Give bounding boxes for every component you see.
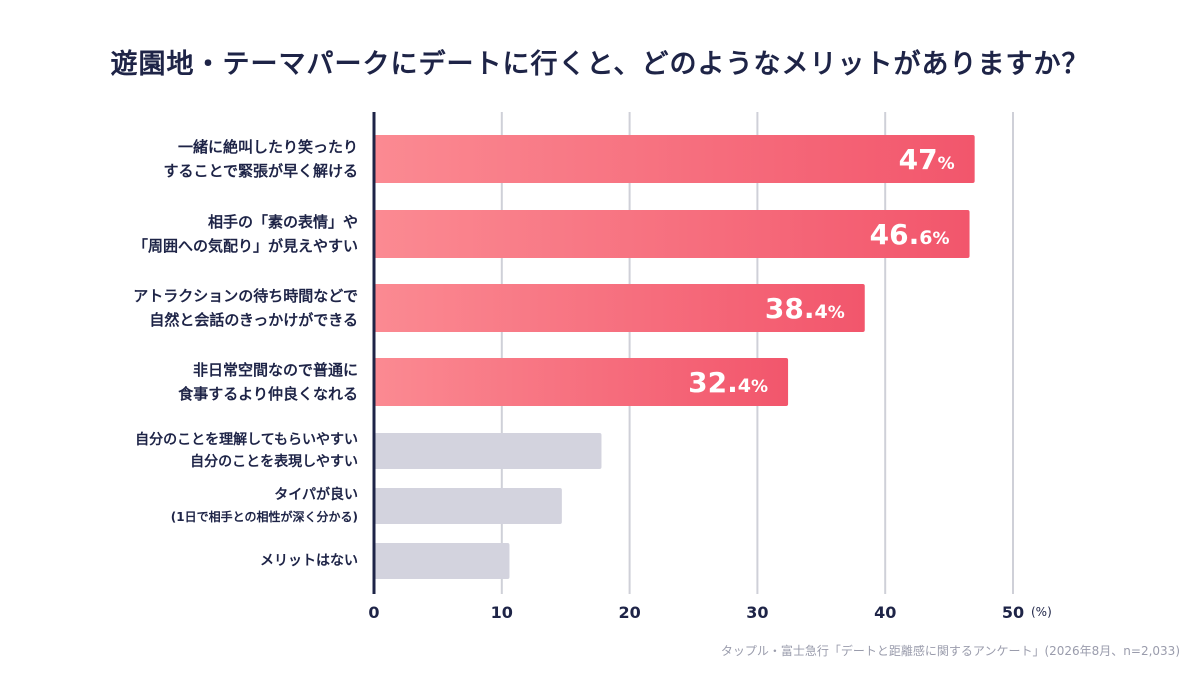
category-label: 相手の「素の表情」や「周囲への気配り」が見えやすい [58, 206, 358, 262]
bar [374, 358, 789, 406]
x-tick-label: 30 [746, 603, 768, 622]
category-label: アトラクションの待ち時間などで自然と会話のきっかけができる [58, 280, 358, 336]
data-label: 47% [899, 143, 955, 176]
x-unit-label: (%) [1031, 605, 1052, 619]
data-label: 32.4% [688, 366, 768, 399]
source-note: タップル・富士急行「デートと距離感に関するアンケート」(2026年8月、n=2,… [720, 644, 1180, 658]
category-label-line: 自分のことを表現しやすい [190, 454, 358, 470]
x-tick-label: 40 [874, 603, 896, 622]
category-label-line: 相手の「素の表情」や [207, 213, 358, 231]
gridlines [500, 112, 1014, 594]
category-label-line: することで緊張が早く解ける [163, 162, 358, 180]
x-tick-label: 10 [491, 603, 513, 622]
x-tick-label: 0 [368, 603, 379, 622]
bar [374, 543, 510, 579]
x-tick-label: 20 [618, 603, 640, 622]
category-label-line: 自分のことを理解してもらいやすい [135, 432, 358, 448]
category-label-line: タイパが良い [274, 487, 358, 503]
x-tick-labels: 0 10 20 30 40 50 (%) [368, 603, 1051, 622]
bar [374, 433, 602, 469]
category-label-line: 「周囲への気配り」が見えやすい [132, 237, 358, 255]
category-label-line: 自然と会話のきっかけができる [149, 311, 358, 329]
category-label: タイパが良い (1日で相手との相性が深く分かる) [58, 478, 358, 534]
data-label: 46.6% [870, 218, 950, 251]
bar [374, 284, 865, 332]
category-label-line: 食事するより仲良くなれる [178, 385, 358, 403]
category-label-line: (1日で相手との相性が深く分かる) [170, 510, 358, 524]
chart-title: 遊園地・テーマパークにデートに行くと、どのようなメリットがありますか？ [110, 49, 1090, 80]
data-label: 38.4% [765, 292, 845, 325]
category-label-line: アトラクションの待ち時間などで [133, 287, 358, 305]
bar [374, 210, 970, 258]
category-label: メリットはない [58, 533, 358, 589]
x-tick-label: 50 [1002, 603, 1024, 622]
bar [374, 135, 975, 183]
category-label-line: 非日常空間なので普通に [192, 361, 358, 379]
bars: 47% 46.6% 38.4% 32.4% [374, 135, 975, 579]
category-label-line: 一緒に絶叫したり笑ったり [177, 138, 358, 156]
category-label-line: メリットはない [260, 553, 358, 569]
category-label: 非日常空間なので普通に食事するより仲良くなれる [58, 354, 358, 410]
category-label: 自分のことを理解してもらいやすい自分のことを表現しやすい [58, 423, 358, 479]
bar [374, 488, 562, 524]
category-label: 一緒に絶叫したり笑ったりすることで緊張が早く解ける [58, 131, 358, 187]
